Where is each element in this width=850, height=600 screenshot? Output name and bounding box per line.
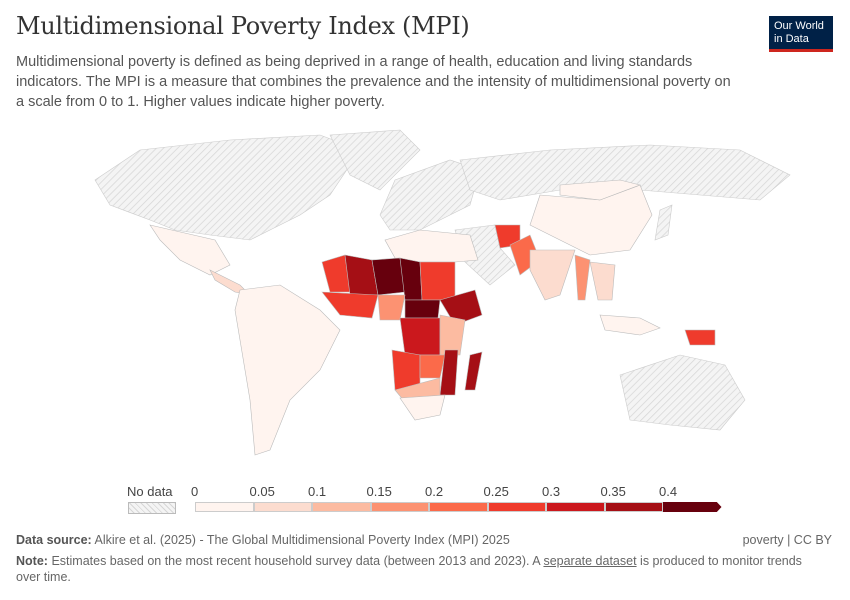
legend-tick: 0.35: [600, 484, 626, 499]
legend-bin[interactable]: [663, 502, 722, 512]
region-png[interactable]: [684, 329, 716, 346]
legend-tick: 0.1: [308, 484, 327, 499]
legend-bin[interactable]: [312, 502, 371, 512]
legend-bin[interactable]: [604, 502, 663, 512]
legend-bin[interactable]: [370, 502, 429, 512]
region-west-coast[interactable]: [321, 291, 379, 319]
note-label: Note:: [16, 554, 48, 568]
region-niger[interactable]: [371, 257, 406, 296]
region-east-africa[interactable]: [439, 314, 466, 356]
legend-tick: 0.4: [659, 484, 678, 499]
legend-tick: 0.05: [249, 484, 275, 499]
region-ethiopia[interactable]: [439, 289, 483, 326]
region-sudan[interactable]: [419, 261, 456, 301]
legend-bin[interactable]: [546, 502, 605, 512]
region-north-africa[interactable]: [384, 229, 479, 263]
legend-bin[interactable]: [253, 502, 312, 512]
region-angola[interactable]: [391, 349, 421, 391]
region-north-america[interactable]: [94, 134, 361, 241]
legend-tick: 0.2: [425, 484, 444, 499]
region-madagascar[interactable]: [464, 351, 483, 391]
region-indonesia[interactable]: [599, 314, 661, 336]
note-text: Estimates based on the most recent house…: [51, 554, 540, 568]
region-myanmar[interactable]: [574, 254, 591, 301]
region-south-africa[interactable]: [399, 394, 446, 421]
note-text-end: is produced to monitor trends over time.: [16, 554, 802, 584]
legend-bin[interactable]: [487, 502, 546, 512]
legend-bin[interactable]: [429, 502, 488, 512]
legend-tick: 0.3: [542, 484, 561, 499]
page-title: Multidimensional Poverty Index (MPI): [16, 12, 470, 40]
region-greenland[interactable]: [329, 129, 421, 191]
region-zambia[interactable]: [419, 354, 446, 379]
region-drc[interactable]: [399, 317, 441, 356]
legend-no-data-label: No data: [127, 484, 173, 499]
owid-logo[interactable]: Our World in Data: [769, 16, 833, 52]
region-europe[interactable]: [379, 159, 481, 231]
license[interactable]: poverty | CC BY: [742, 533, 832, 547]
source-label: Data source:: [16, 533, 92, 547]
region-car[interactable]: [404, 299, 441, 319]
region-south-america[interactable]: [234, 284, 341, 456]
region-russia[interactable]: [459, 144, 791, 201]
note: Note: Estimates based on the most recent…: [16, 553, 816, 585]
region-southeast-asia[interactable]: [589, 261, 616, 301]
region-nigeria[interactable]: [377, 294, 406, 321]
region-mozambique[interactable]: [439, 349, 459, 396]
region-india[interactable]: [529, 249, 576, 301]
subtitle: Multidimensional poverty is defined as b…: [16, 54, 731, 110]
legend-bin[interactable]: [195, 502, 254, 512]
region-japan[interactable]: [654, 204, 673, 241]
separate-dataset-link[interactable]: separate dataset: [543, 554, 637, 568]
data-source: Data source: Alkire et al. (2025) - The …: [16, 533, 510, 547]
region-mexico[interactable]: [149, 224, 231, 276]
region-mongolia[interactable]: [559, 179, 642, 201]
source-text: Alkire et al. (2025) - The Global Multid…: [94, 533, 510, 547]
legend-tick: 0: [191, 484, 199, 499]
legend-no-data-swatch[interactable]: [128, 502, 176, 514]
legend-tick: 0.15: [366, 484, 392, 499]
region-australia[interactable]: [619, 354, 746, 431]
legend-tick: 0.25: [483, 484, 509, 499]
region-chad[interactable]: [399, 257, 423, 301]
